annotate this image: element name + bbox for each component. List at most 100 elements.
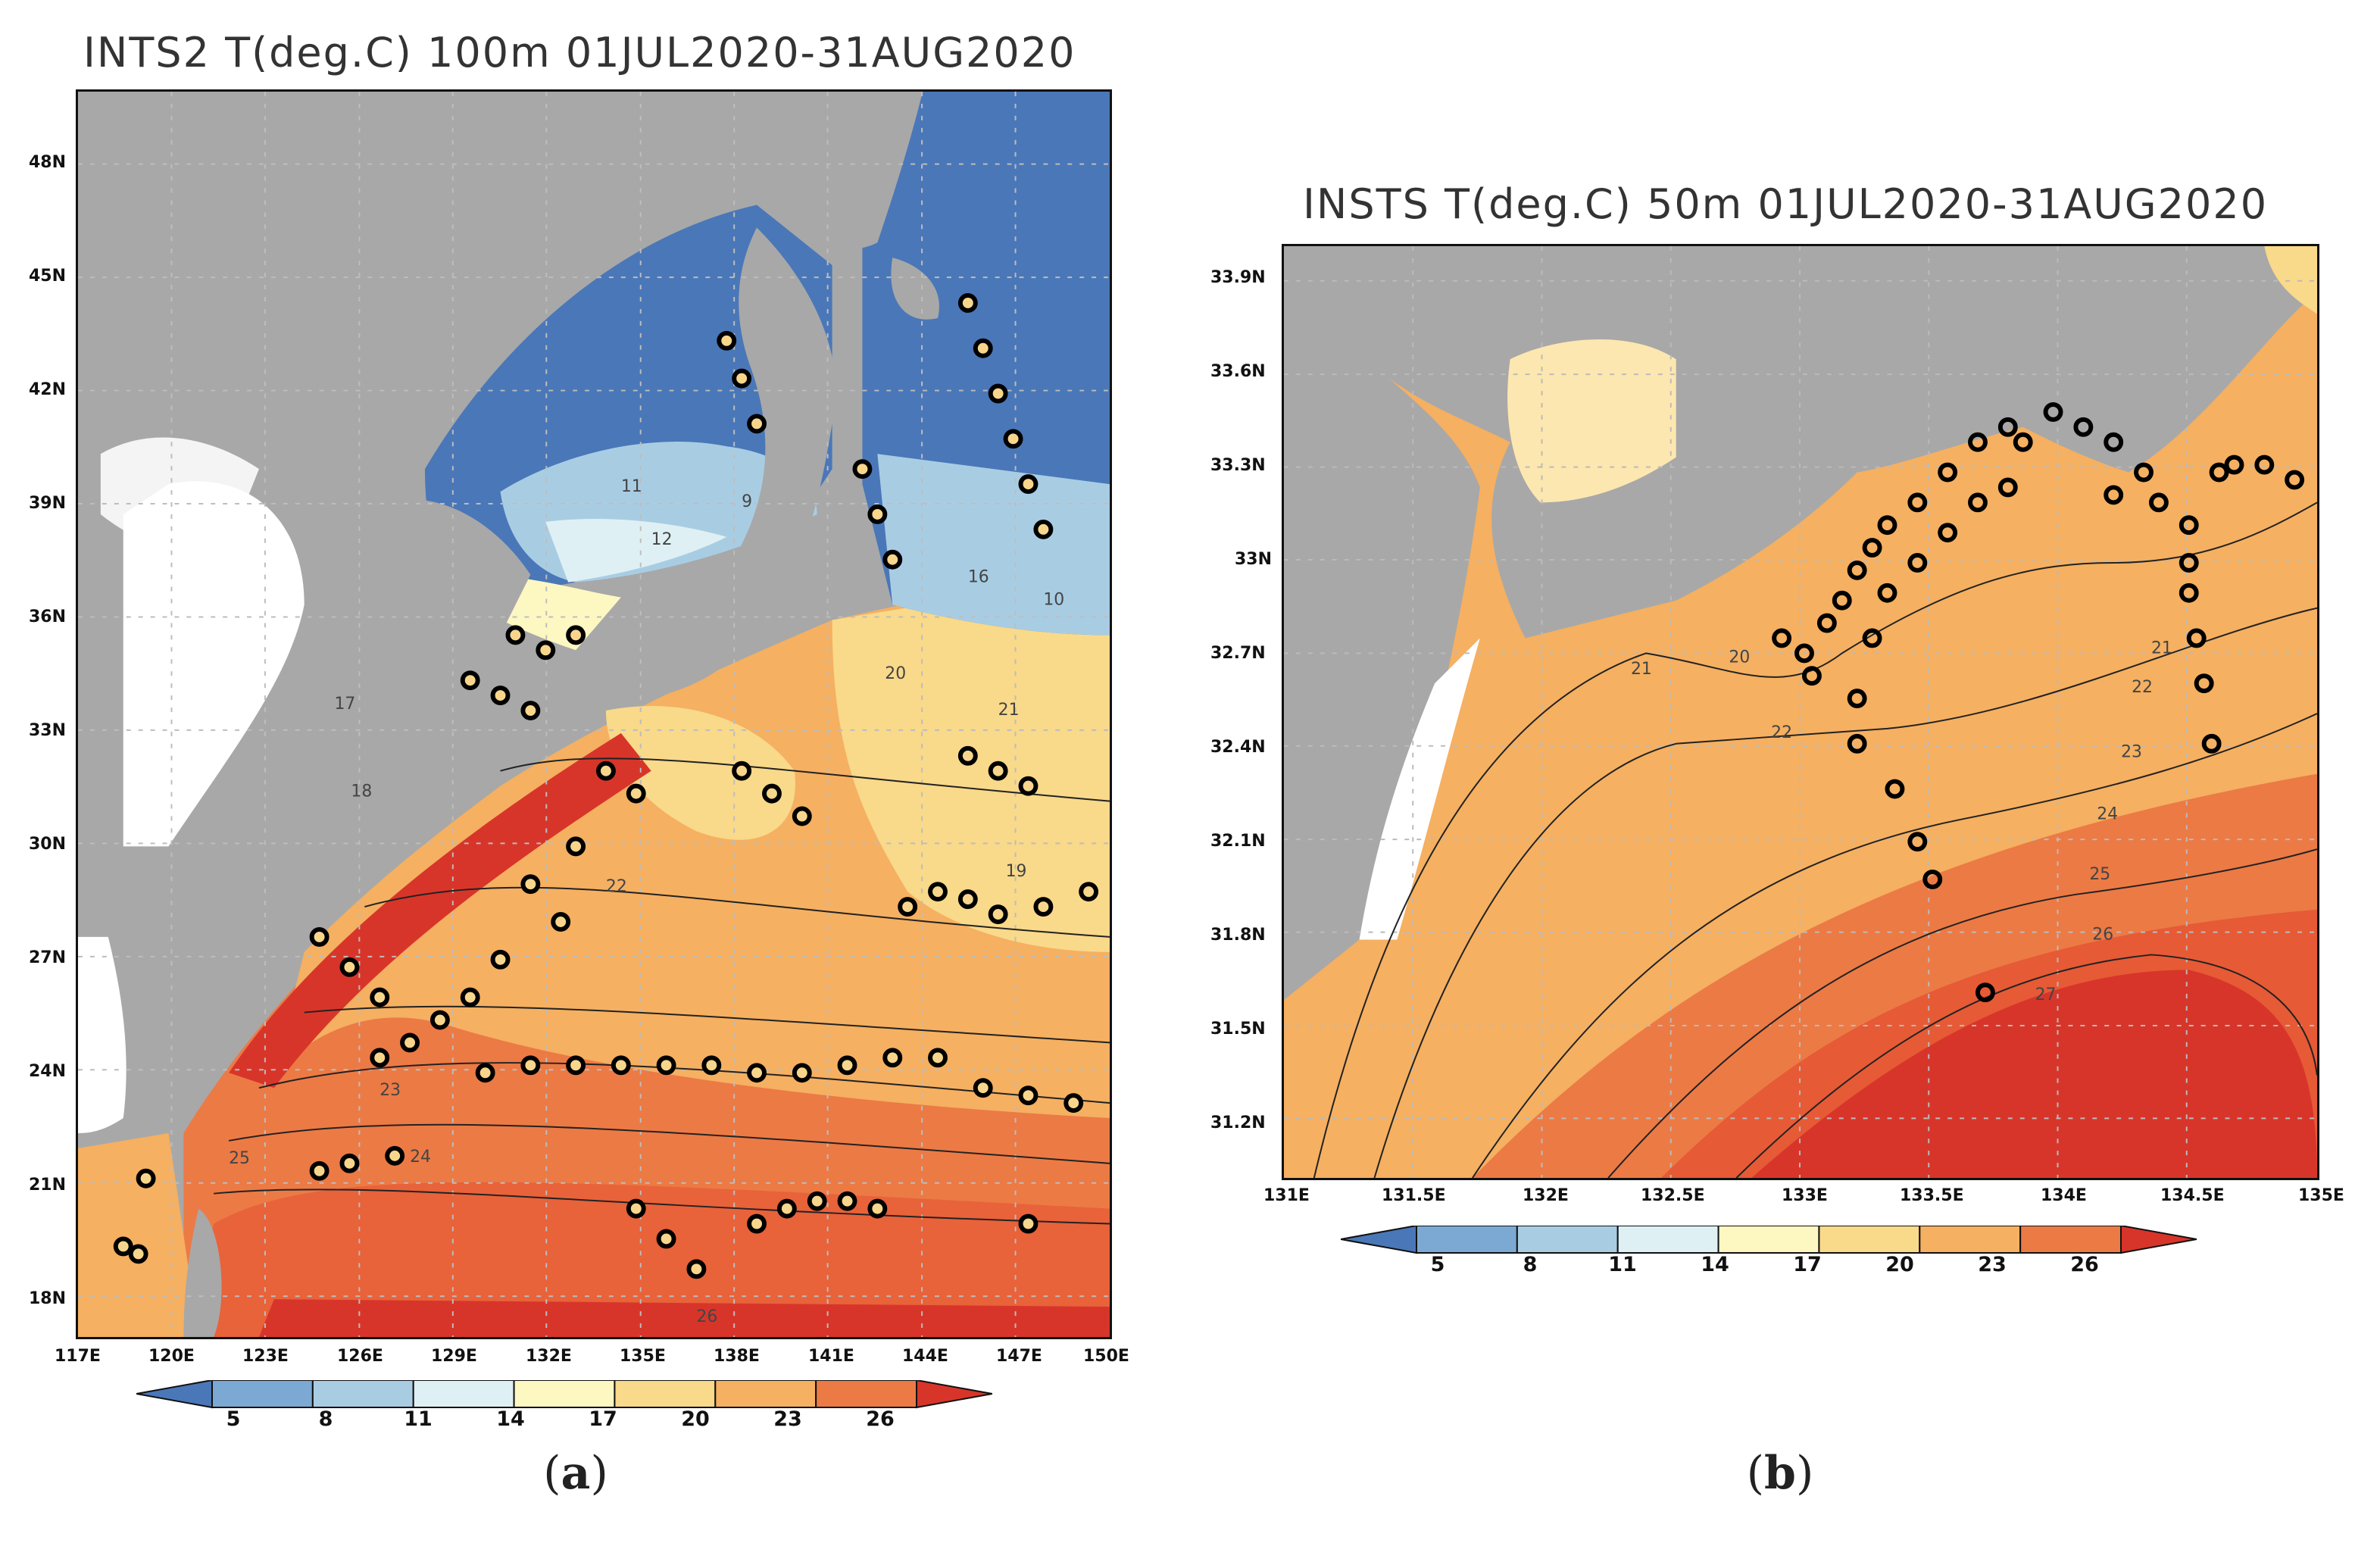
label-paren-open: ( — [543, 1447, 561, 1500]
colorbar-segment — [1341, 1226, 1417, 1254]
panel-b-label: (b) — [1747, 1447, 1814, 1500]
contour-label: 22 — [2132, 678, 2153, 697]
colorbar-tick: 8 — [1523, 1253, 1538, 1276]
sakhalin — [809, 92, 923, 249]
colorbar-tick: 11 — [404, 1407, 433, 1431]
colorbar-segment — [1717, 1226, 1820, 1254]
contour-label: 20 — [1729, 648, 1750, 667]
y-tick: 33.6N — [1210, 362, 1266, 381]
panel-a-colorbar — [136, 1380, 992, 1418]
mixed-water — [877, 454, 1110, 636]
panel-a-grid — [78, 92, 1110, 1337]
panel-b-contour-labels: 20 21 22 21 22 23 24 25 26 27 — [1631, 639, 2172, 1004]
contour-label: 19 — [1006, 862, 1027, 881]
colorbar-segment — [1616, 1226, 1719, 1254]
contour-label: 26 — [2092, 926, 2113, 945]
panel-b-colorbar — [1341, 1226, 2197, 1263]
panel-b-title: INSTS T(deg.C) 50m 01JUL2020-31AUG2020 — [1303, 180, 2269, 228]
x-tick: 147E — [996, 1347, 1042, 1366]
korean-peninsula — [388, 499, 531, 701]
y-tick: 36N — [29, 608, 67, 626]
panel-a-contours — [214, 757, 1110, 1225]
y-tick: 18N — [29, 1289, 67, 1308]
panel-a-map-svg: 17 18 20 21 22 23 24 25 26 19 9 10 11 12… — [78, 92, 1110, 1337]
panel-b-stations — [1772, 401, 2305, 1003]
contour-label: 24 — [2097, 804, 2118, 823]
coastal-nodata — [1359, 638, 1480, 940]
colorbar-tick: 26 — [2070, 1253, 2099, 1276]
label-letter: a — [561, 1447, 591, 1500]
sst-band-26-27 — [1751, 970, 2317, 1178]
colorbar-tick: 23 — [1978, 1253, 2007, 1276]
panel-b-map-svg: 20 21 22 21 22 23 24 25 26 27 — [1284, 246, 2317, 1178]
x-tick: 141E — [808, 1347, 854, 1366]
hokkaido — [891, 258, 939, 320]
colorbar-tick: 5 — [226, 1407, 241, 1431]
colorbar-tick: 20 — [681, 1407, 710, 1431]
x-tick: 117E — [55, 1347, 101, 1366]
y-tick: 32.7N — [1210, 644, 1266, 663]
colorbar-segment — [1416, 1226, 1518, 1254]
label-paren-open: ( — [1746, 1447, 1765, 1500]
colorbar-tick: 17 — [1793, 1253, 1822, 1276]
y-tick: 39N — [29, 494, 67, 513]
yellow-sea-nodata — [123, 481, 305, 847]
y-tick: 32.1N — [1210, 832, 1266, 851]
y-tick: 33.3N — [1210, 456, 1266, 475]
contour-label: 26 — [696, 1307, 717, 1326]
y-tick: 31.2N — [1210, 1114, 1266, 1132]
panel-a-map: 17 18 20 21 22 23 24 25 26 19 9 10 11 12… — [76, 89, 1112, 1339]
y-tick: 33N — [1235, 550, 1273, 569]
y-tick: 30N — [29, 835, 67, 854]
x-tick: 133E — [1782, 1186, 1828, 1205]
colorbar-segment — [412, 1380, 515, 1408]
colorbar-segment — [136, 1380, 213, 1409]
y-tick: 48N — [29, 153, 67, 172]
taiwan — [183, 1208, 222, 1337]
colorbar-segment — [1818, 1226, 1921, 1254]
contour-label: 11 — [621, 477, 642, 496]
panel-a-label: (a) — [543, 1447, 608, 1500]
colorbar-tick: 14 — [1701, 1253, 1729, 1276]
x-tick: 131E — [1263, 1186, 1310, 1205]
x-tick: 120E — [148, 1347, 195, 1366]
contour-label: 24 — [410, 1148, 431, 1167]
colorbar-segment — [211, 1380, 314, 1408]
contour-label: 9 — [742, 492, 752, 511]
y-tick: 33.9N — [1210, 268, 1266, 287]
contour-label: 16 — [968, 568, 989, 587]
y-tick: 33N — [29, 721, 67, 740]
sst-region-25 — [183, 1182, 1110, 1337]
contour-label: 21 — [998, 701, 1020, 720]
colorbar-segment — [1516, 1226, 1619, 1254]
y-tick: 45N — [29, 267, 67, 286]
colorbar-segment — [1919, 1226, 2022, 1254]
colorbar-segment — [2120, 1226, 2197, 1254]
colorbar-tick: 14 — [496, 1407, 525, 1431]
sst-region-26 — [258, 1299, 1110, 1337]
x-tick: 133.5E — [1900, 1186, 1964, 1205]
colorbar-segment — [311, 1380, 414, 1408]
sst-region-taiwan-strait — [78, 1132, 199, 1337]
japan-sea-mild — [545, 519, 727, 583]
contour-label: 25 — [229, 1149, 250, 1168]
panel-a-contour-labels: 17 18 20 21 22 23 24 25 26 19 9 10 11 12… — [229, 477, 1064, 1326]
contour-label: 27 — [2035, 985, 2057, 1004]
panel-a-stations — [113, 293, 1099, 1279]
colorbar-tick: 8 — [318, 1407, 333, 1431]
colorbar-segment — [815, 1380, 918, 1408]
panel-b-contours — [1313, 501, 2317, 1178]
x-tick: 129E — [431, 1347, 477, 1366]
colorbar-segment — [2019, 1226, 2122, 1254]
y-tick: 21N — [29, 1176, 67, 1195]
x-tick: 150E — [1083, 1347, 1129, 1366]
x-tick: 132E — [1523, 1186, 1569, 1205]
label-paren-close: ) — [1795, 1447, 1814, 1500]
contour-label: 10 — [1043, 591, 1064, 610]
x-tick: 132E — [526, 1347, 572, 1366]
x-tick: 135E — [2298, 1186, 2344, 1205]
x-tick: 123E — [242, 1347, 289, 1366]
label-letter: b — [1764, 1447, 1796, 1500]
y-tick: 32.4N — [1210, 738, 1266, 757]
x-tick: 126E — [337, 1347, 383, 1366]
